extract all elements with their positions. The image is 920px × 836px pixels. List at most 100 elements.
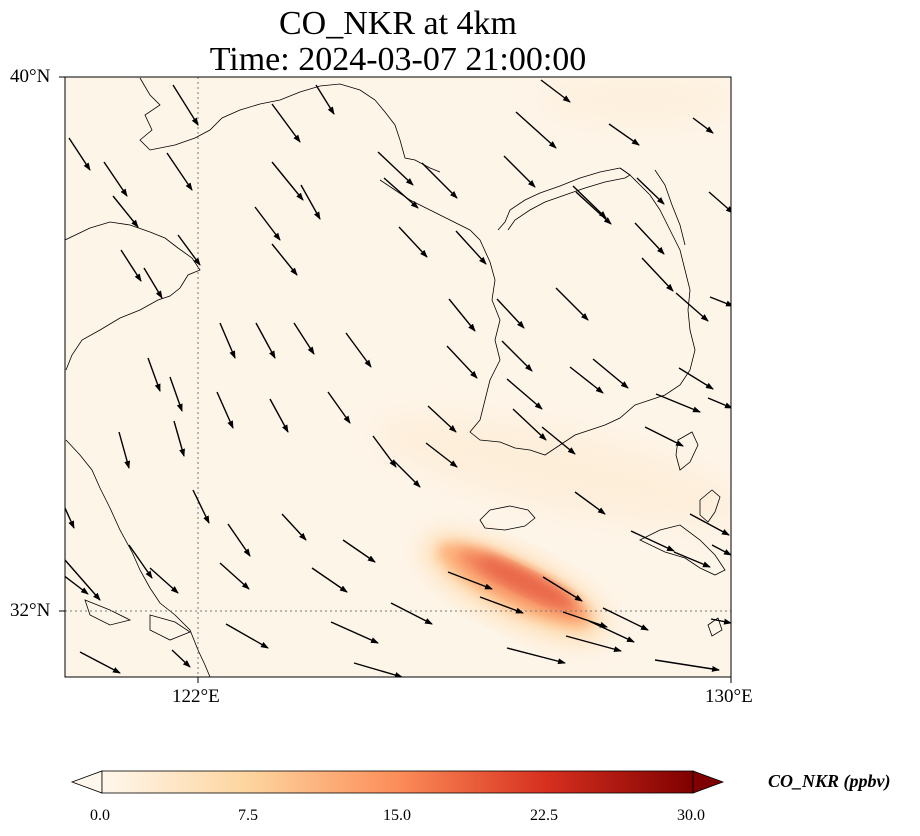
wind-vector <box>565 635 622 653</box>
wind-vector <box>398 226 428 258</box>
colorbar-extend-low <box>70 770 103 794</box>
wind-vector <box>118 431 131 469</box>
chart-title-line2: Time: 2024-03-07 21:00:00 <box>209 41 587 78</box>
wind-vector <box>707 397 731 409</box>
wind-vector <box>255 322 276 359</box>
wind-vector <box>608 123 640 146</box>
wind-vector <box>710 618 731 625</box>
wind-vector <box>711 544 731 556</box>
map-field-background <box>65 77 731 677</box>
wind-vector <box>79 651 121 674</box>
lat-label-32N: 32°N <box>10 600 51 621</box>
wind-vector <box>644 426 684 447</box>
wind-vector <box>542 576 583 602</box>
wind-vector <box>103 161 128 197</box>
wind-vector <box>692 117 714 134</box>
wind-vector <box>655 393 701 413</box>
colorbar-tick-0: 0.0 <box>90 807 110 824</box>
colorbar-label: CO_NKR (ppbv) <box>768 771 891 791</box>
wind-vector <box>572 185 607 219</box>
wind-vector <box>65 559 101 601</box>
wind-vector <box>421 162 458 199</box>
colorbar-gradient <box>101 770 694 794</box>
wind-vector <box>112 195 139 228</box>
wind-vector <box>219 322 236 359</box>
wind-vector <box>496 298 525 329</box>
wind-vector <box>390 602 433 625</box>
wind-vector <box>515 111 557 149</box>
wind-vector <box>311 567 348 593</box>
wind-vector <box>447 571 493 590</box>
wind-vector <box>327 391 351 424</box>
wind-vector <box>506 378 543 410</box>
wind-vector <box>574 491 606 515</box>
wind-vector <box>330 621 379 644</box>
wind-vector <box>634 222 665 255</box>
wind-vector <box>541 426 576 455</box>
wind-vector <box>171 649 191 668</box>
wind-vector <box>315 84 335 115</box>
colorbar-tick-3: 22.5 <box>530 807 558 824</box>
wind-vector <box>709 296 731 307</box>
wind-vector <box>120 249 142 282</box>
map-frame <box>64 76 732 678</box>
wind-vector <box>227 523 251 557</box>
wind-vector <box>641 257 674 292</box>
wind-vector <box>271 161 304 201</box>
wind-vector <box>225 623 269 649</box>
wind-vector <box>300 184 321 220</box>
wind-vector <box>455 230 487 265</box>
wind-vector <box>219 562 250 590</box>
wind-vector <box>636 177 665 205</box>
wind-vector <box>345 332 372 368</box>
wind-vector <box>446 345 478 379</box>
colorbar-tick-1: 7.5 <box>238 807 258 824</box>
wind-vector <box>377 151 414 186</box>
wind-vector <box>128 544 153 579</box>
wind-vector <box>149 567 179 594</box>
wind-vector <box>506 647 566 665</box>
wind-vector <box>425 442 458 468</box>
wind-vector <box>383 177 419 209</box>
wind-vector <box>592 358 629 389</box>
wind-vector <box>147 357 161 392</box>
concentration-field <box>65 77 731 677</box>
wind-vector <box>269 398 289 433</box>
wind-vector <box>689 513 730 536</box>
wind-vector <box>630 530 675 552</box>
wind-vector <box>479 596 524 614</box>
wind-vector <box>678 367 714 390</box>
wind-vector <box>569 366 604 394</box>
chart-title-line1: CO_NKR at 4km <box>279 5 517 42</box>
wind-vector <box>271 103 301 143</box>
wind-vector <box>512 408 547 441</box>
wind-vector <box>65 507 75 529</box>
wind-vector <box>392 459 421 488</box>
colorbar-tick-4: 30.0 <box>677 807 705 824</box>
wind-vector <box>166 152 193 191</box>
wind-vector <box>192 489 210 524</box>
wind-vector <box>602 607 649 631</box>
wind-vector <box>562 611 608 628</box>
colorbar <box>70 770 725 794</box>
colorbar-extend-high <box>692 770 725 794</box>
wind-vectors <box>65 79 731 677</box>
wind-vector <box>673 551 711 568</box>
wind-vector <box>342 539 376 563</box>
wind-vector <box>540 79 571 103</box>
lon-label-130E: 130°E <box>705 686 753 707</box>
lon-label-122E: 122°E <box>172 686 220 707</box>
wind-vector <box>654 659 720 672</box>
wind-vector <box>65 575 89 595</box>
wind-vector <box>427 405 457 433</box>
wind-vector <box>293 322 315 355</box>
wind-vector <box>254 206 281 241</box>
wind-vector <box>501 340 533 372</box>
wind-vector <box>271 243 298 276</box>
wind-vector <box>708 191 731 214</box>
wind-vector <box>281 513 307 541</box>
colorbar-tick-2: 15.0 <box>383 807 411 824</box>
wind-vector <box>555 287 589 321</box>
wind-vector <box>169 376 183 412</box>
